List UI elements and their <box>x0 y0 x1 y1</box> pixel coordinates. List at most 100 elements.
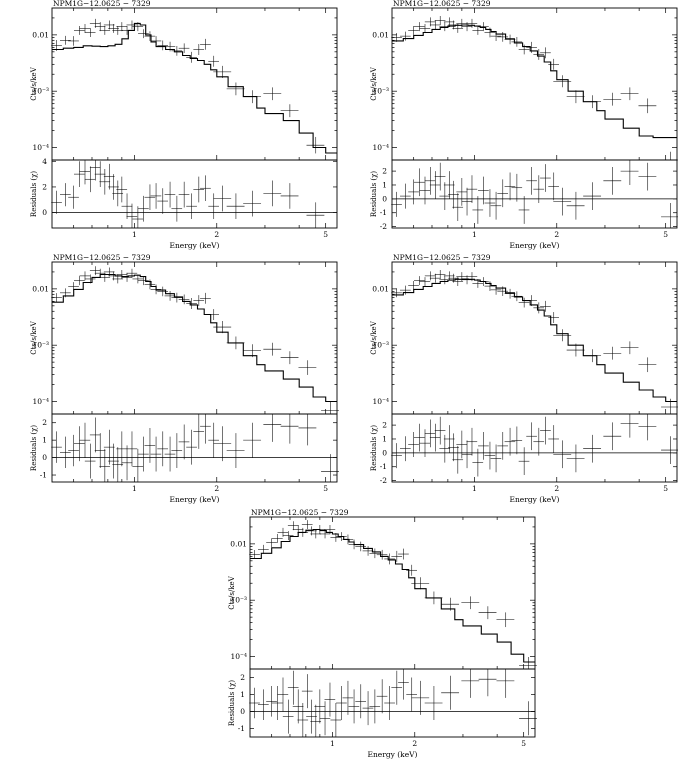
residual-tick-label: 2 <box>382 421 387 430</box>
residual-point <box>399 436 411 462</box>
residual-point <box>157 431 169 467</box>
residual-point <box>603 166 622 195</box>
residual-axis-label: Residuals (χ) <box>370 171 378 217</box>
residual-point <box>553 440 572 469</box>
x-tick-label: 1 <box>132 230 137 239</box>
residual-point <box>271 686 283 720</box>
residual-plot-frame <box>51 159 338 229</box>
residual-tick-label: -1 <box>238 724 245 733</box>
residual-point <box>434 416 446 445</box>
spectrum-panel-1: NPM1G−12.0625 − 7329 1 2 5 0.01 10⁻³ 10⁻⁴ 0 2 4 Ct… <box>30 0 338 250</box>
residual-point <box>369 689 381 724</box>
residual-point <box>638 162 657 191</box>
residual-point <box>408 179 419 205</box>
residual-point <box>84 166 96 193</box>
data-point <box>89 18 101 28</box>
residual-point <box>249 687 260 719</box>
x-tick-label: 5 <box>663 484 668 493</box>
residual-point <box>533 175 545 204</box>
data-point <box>504 34 516 45</box>
residual-point <box>448 433 459 462</box>
residual-tick-label: -2 <box>380 476 388 485</box>
residual-point <box>321 454 339 482</box>
data-point <box>73 276 85 286</box>
residual-tick-label: -1 <box>380 462 387 471</box>
residual-point <box>132 448 144 482</box>
y-tick-label: 10⁻⁴ <box>372 143 389 152</box>
data-point <box>103 20 115 30</box>
residual-point <box>638 414 657 441</box>
residual-point <box>362 691 374 726</box>
data-point <box>164 41 176 52</box>
data-point <box>490 31 502 41</box>
data-point <box>461 22 473 32</box>
data-point <box>186 298 197 309</box>
residual-point <box>310 704 322 737</box>
x-tick-label: 2 <box>214 230 219 239</box>
residual-point <box>213 426 232 462</box>
data-point <box>620 87 639 101</box>
residual-point <box>94 433 106 469</box>
residual-point <box>193 176 205 203</box>
panel-title: NPM1G−12.0625 − 7329 <box>393 253 491 262</box>
residual-axis-label: Residuals (χ) <box>30 425 38 471</box>
residual-point <box>226 193 245 220</box>
model-step-curve <box>392 278 677 403</box>
residual-point <box>533 427 545 456</box>
residual-point <box>452 193 464 222</box>
x-tick-label: 5 <box>323 230 328 239</box>
residual-point <box>79 422 91 458</box>
residual-tick-label: 1 <box>42 436 47 445</box>
spectrum-plot-frame <box>391 7 678 161</box>
x-tick-label: 2 <box>214 484 219 493</box>
residual-point <box>448 180 459 209</box>
residual-point <box>620 160 639 185</box>
y-axis-label: Cts/s/keV <box>30 66 38 100</box>
data-point <box>661 151 678 161</box>
residual-tick-label: 2 <box>382 167 387 176</box>
data-point <box>548 312 559 323</box>
data-point <box>466 272 478 282</box>
residual-point <box>200 175 211 202</box>
y-tick-label: 10⁻⁴ <box>32 397 49 406</box>
residual-point <box>511 173 523 202</box>
data-point <box>478 277 489 286</box>
residual-point <box>413 423 425 452</box>
data-point <box>434 270 446 279</box>
residual-point <box>439 182 451 210</box>
spectrum-panel-5: NPM1G−12.0625 − 7329 1 2 5 0.01 10⁻³ 10⁻⁴ -1 0 1 2… <box>228 508 537 759</box>
data-point <box>59 288 71 298</box>
x-tick-label: 1 <box>330 739 335 748</box>
residual-point <box>548 172 559 201</box>
residual-point <box>526 422 537 451</box>
residual-point <box>144 184 156 211</box>
data-point <box>226 336 245 350</box>
residual-point <box>121 445 133 481</box>
data-point <box>150 284 162 295</box>
data-point <box>297 527 309 537</box>
data-point <box>193 44 205 55</box>
data-point <box>406 564 417 576</box>
x-tick-label: 2 <box>554 230 559 239</box>
data-point <box>150 36 162 46</box>
y-tick-label: 0.01 <box>230 539 247 548</box>
data-point <box>484 27 496 38</box>
residual-point <box>51 190 62 214</box>
data-point <box>583 95 602 109</box>
residual-point <box>434 162 446 191</box>
residual-point <box>540 416 551 445</box>
residual-point <box>526 166 537 195</box>
data-point <box>73 25 85 35</box>
residual-tick-label: -1 <box>380 208 387 217</box>
data-point <box>478 606 497 620</box>
data-point <box>89 266 101 276</box>
data-point <box>472 278 484 288</box>
data-point <box>439 22 451 32</box>
data-point <box>257 544 269 554</box>
residual-point <box>441 675 460 710</box>
residual-point <box>132 206 144 228</box>
data-point <box>424 591 443 605</box>
data-point <box>310 529 322 539</box>
data-point <box>103 267 115 277</box>
residual-point <box>138 195 149 222</box>
